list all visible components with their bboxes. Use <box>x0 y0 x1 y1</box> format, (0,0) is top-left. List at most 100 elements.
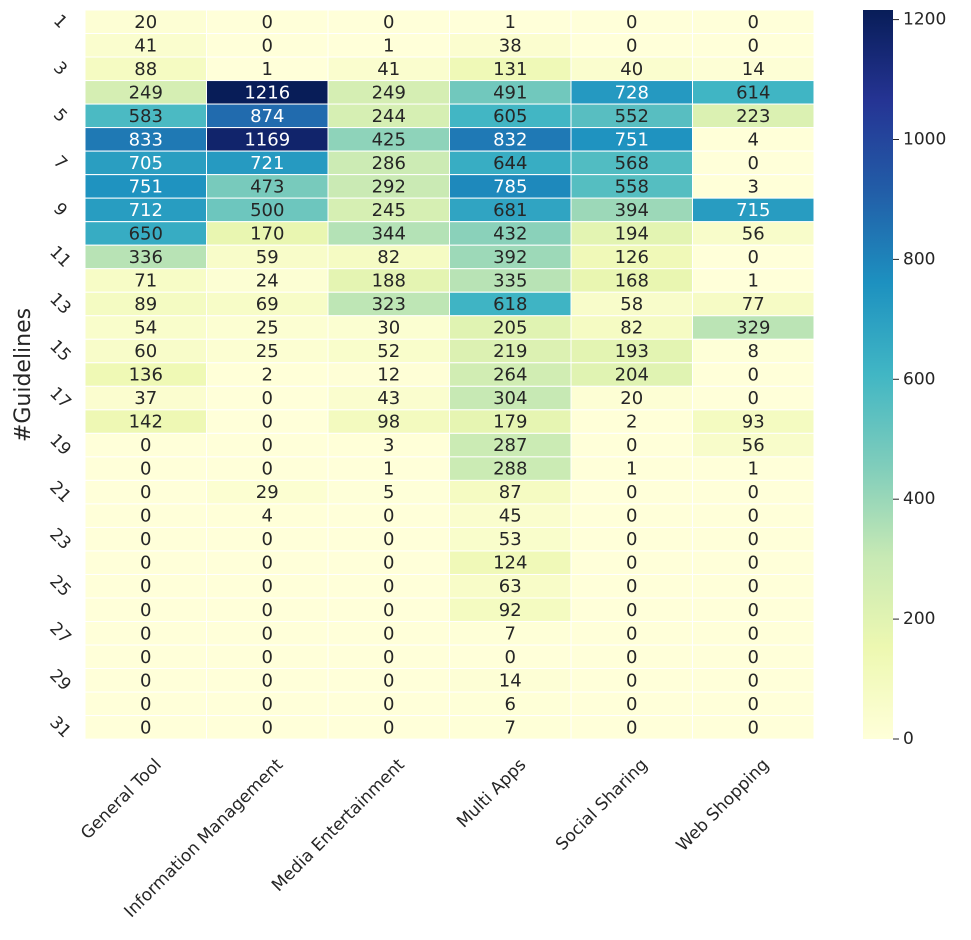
heatmap-cell-value: 0 <box>262 717 273 738</box>
heatmap-cell-value: 25 <box>256 341 279 362</box>
heatmap-cell-value: 0 <box>383 529 394 550</box>
heatmap-cell-value: 0 <box>748 623 759 644</box>
heatmap-cell-value: 0 <box>383 576 394 597</box>
heatmap-cell-value: 59 <box>256 247 279 268</box>
heatmap-cell-value: 71 <box>134 270 157 291</box>
heatmap-cell-value: 25 <box>256 318 279 339</box>
heatmap-cell-value: 53 <box>499 529 522 550</box>
heatmap-cell-value: 37 <box>134 388 157 409</box>
heatmap-cell-value: 3 <box>748 176 759 197</box>
y-tick-label: 19 <box>45 430 74 459</box>
heatmap-cell-value: 98 <box>377 412 400 433</box>
heatmap-cell-value: 0 <box>626 576 637 597</box>
colorbar-tick-label: 800 <box>903 249 935 269</box>
heatmap-cell-value: 87 <box>499 482 522 503</box>
heatmap-cell-value: 6 <box>505 694 516 715</box>
heatmap-cell-value: 0 <box>383 694 394 715</box>
heatmap-cell-value: 0 <box>626 694 637 715</box>
heatmap-cell-value: 335 <box>493 270 527 291</box>
heatmap-cell-value: 874 <box>250 106 284 127</box>
x-tick-label: Social Sharing <box>552 755 652 855</box>
heatmap-cell-value: 93 <box>742 412 765 433</box>
heatmap-cell-value: 136 <box>129 365 163 386</box>
heatmap-cell-value: 288 <box>493 459 527 480</box>
colorbar-tick-label: 200 <box>903 609 935 629</box>
x-tick-label: Web Shopping <box>673 755 774 856</box>
x-tick-label: General Tool <box>77 755 166 844</box>
heatmap-cell-value: 56 <box>742 223 765 244</box>
heatmap-cell-value: 0 <box>626 553 637 574</box>
heatmap-cell-value: 0 <box>140 670 151 691</box>
heatmap-cell-value: 0 <box>626 623 637 644</box>
heatmap-cell-value: 705 <box>129 153 163 174</box>
y-tick-label: 15 <box>45 336 74 365</box>
heatmap-cell-value: 833 <box>129 129 163 150</box>
heatmap-cell-value: 751 <box>129 176 163 197</box>
y-tick-label: 1 <box>49 11 71 33</box>
heatmap-cell-value: 832 <box>493 129 527 150</box>
heatmap-cell-value: 0 <box>748 529 759 550</box>
heatmap-cell-value: 0 <box>748 482 759 503</box>
x-tick-label: Media Entertainment <box>268 755 409 896</box>
colorbar <box>863 10 893 739</box>
x-tick-label: Multi Apps <box>453 755 530 832</box>
heatmap-cell-value: 0 <box>626 435 637 456</box>
heatmap-cell-value: 5 <box>383 482 394 503</box>
heatmap-cell-value: 69 <box>256 294 279 315</box>
heatmap-cell-value: 751 <box>615 129 649 150</box>
heatmap-cell-value: 7 <box>505 623 516 644</box>
heatmap-cell-value: 0 <box>140 482 151 503</box>
heatmap-cell-value: 336 <box>129 247 163 268</box>
colorbar-tick-label: 400 <box>903 489 935 509</box>
heatmap-cell-value: 728 <box>615 82 649 103</box>
heatmap-cell-value: 205 <box>493 318 527 339</box>
heatmap-cell-value: 0 <box>626 670 637 691</box>
heatmap-cell-value: 45 <box>499 506 522 527</box>
heatmap-cell-value: 14 <box>742 59 765 80</box>
heatmap-cell-value: 0 <box>626 35 637 56</box>
heatmap-cell-value: 204 <box>615 365 649 386</box>
heatmap-cell-value: 0 <box>140 623 151 644</box>
heatmap-cell-value: 583 <box>129 106 163 127</box>
heatmap-cell-value: 126 <box>615 247 649 268</box>
y-tick-label: 3 <box>49 58 71 80</box>
heatmap-cell-value: 63 <box>499 576 522 597</box>
heatmap-cell-value: 0 <box>383 600 394 621</box>
heatmap-cell-value: 1 <box>383 459 394 480</box>
heatmap-cell-value: 0 <box>748 600 759 621</box>
heatmap-cell-value: 0 <box>262 623 273 644</box>
heatmap-cell-value: 82 <box>620 318 643 339</box>
heatmap-cell-value: 425 <box>372 129 406 150</box>
heatmap-cell-value: 473 <box>250 176 284 197</box>
heatmap-cell-value: 14 <box>499 670 522 691</box>
heatmap-cell-value: 0 <box>748 388 759 409</box>
heatmap-cell-value: 249 <box>129 82 163 103</box>
colorbar-tick-label: 600 <box>903 369 935 389</box>
heatmap-cell-value: 12 <box>377 365 400 386</box>
heatmap-cell-value: 394 <box>615 200 649 221</box>
heatmap-cell-value: 188 <box>372 270 406 291</box>
heatmap-cell-value: 0 <box>748 153 759 174</box>
heatmap-cell-value: 0 <box>626 600 637 621</box>
heatmap-cell-value: 0 <box>748 694 759 715</box>
heatmap-cell-value: 0 <box>626 12 637 33</box>
heatmap-cell-value: 618 <box>493 294 527 315</box>
heatmap-cell-value: 0 <box>140 647 151 668</box>
heatmap-cell-value: 644 <box>493 153 527 174</box>
heatmap-cell-value: 0 <box>262 388 273 409</box>
heatmap-cell-value: 0 <box>626 482 637 503</box>
heatmap-cell-value: 29 <box>256 482 279 503</box>
y-tick-label: 27 <box>45 619 74 648</box>
heatmap-cell-value: 0 <box>262 647 273 668</box>
heatmap-cell-value: 223 <box>736 106 770 127</box>
heatmap-cell-value: 0 <box>748 553 759 574</box>
heatmap-cell-value: 77 <box>742 294 765 315</box>
heatmap-cell-value: 721 <box>250 153 284 174</box>
heatmap-cell-value: 1169 <box>244 129 290 150</box>
heatmap-cell-value: 30 <box>377 318 400 339</box>
y-tick-label: 29 <box>45 666 74 695</box>
heatmap-cell-value: 0 <box>140 553 151 574</box>
heatmap-cell-value: 2 <box>262 365 273 386</box>
